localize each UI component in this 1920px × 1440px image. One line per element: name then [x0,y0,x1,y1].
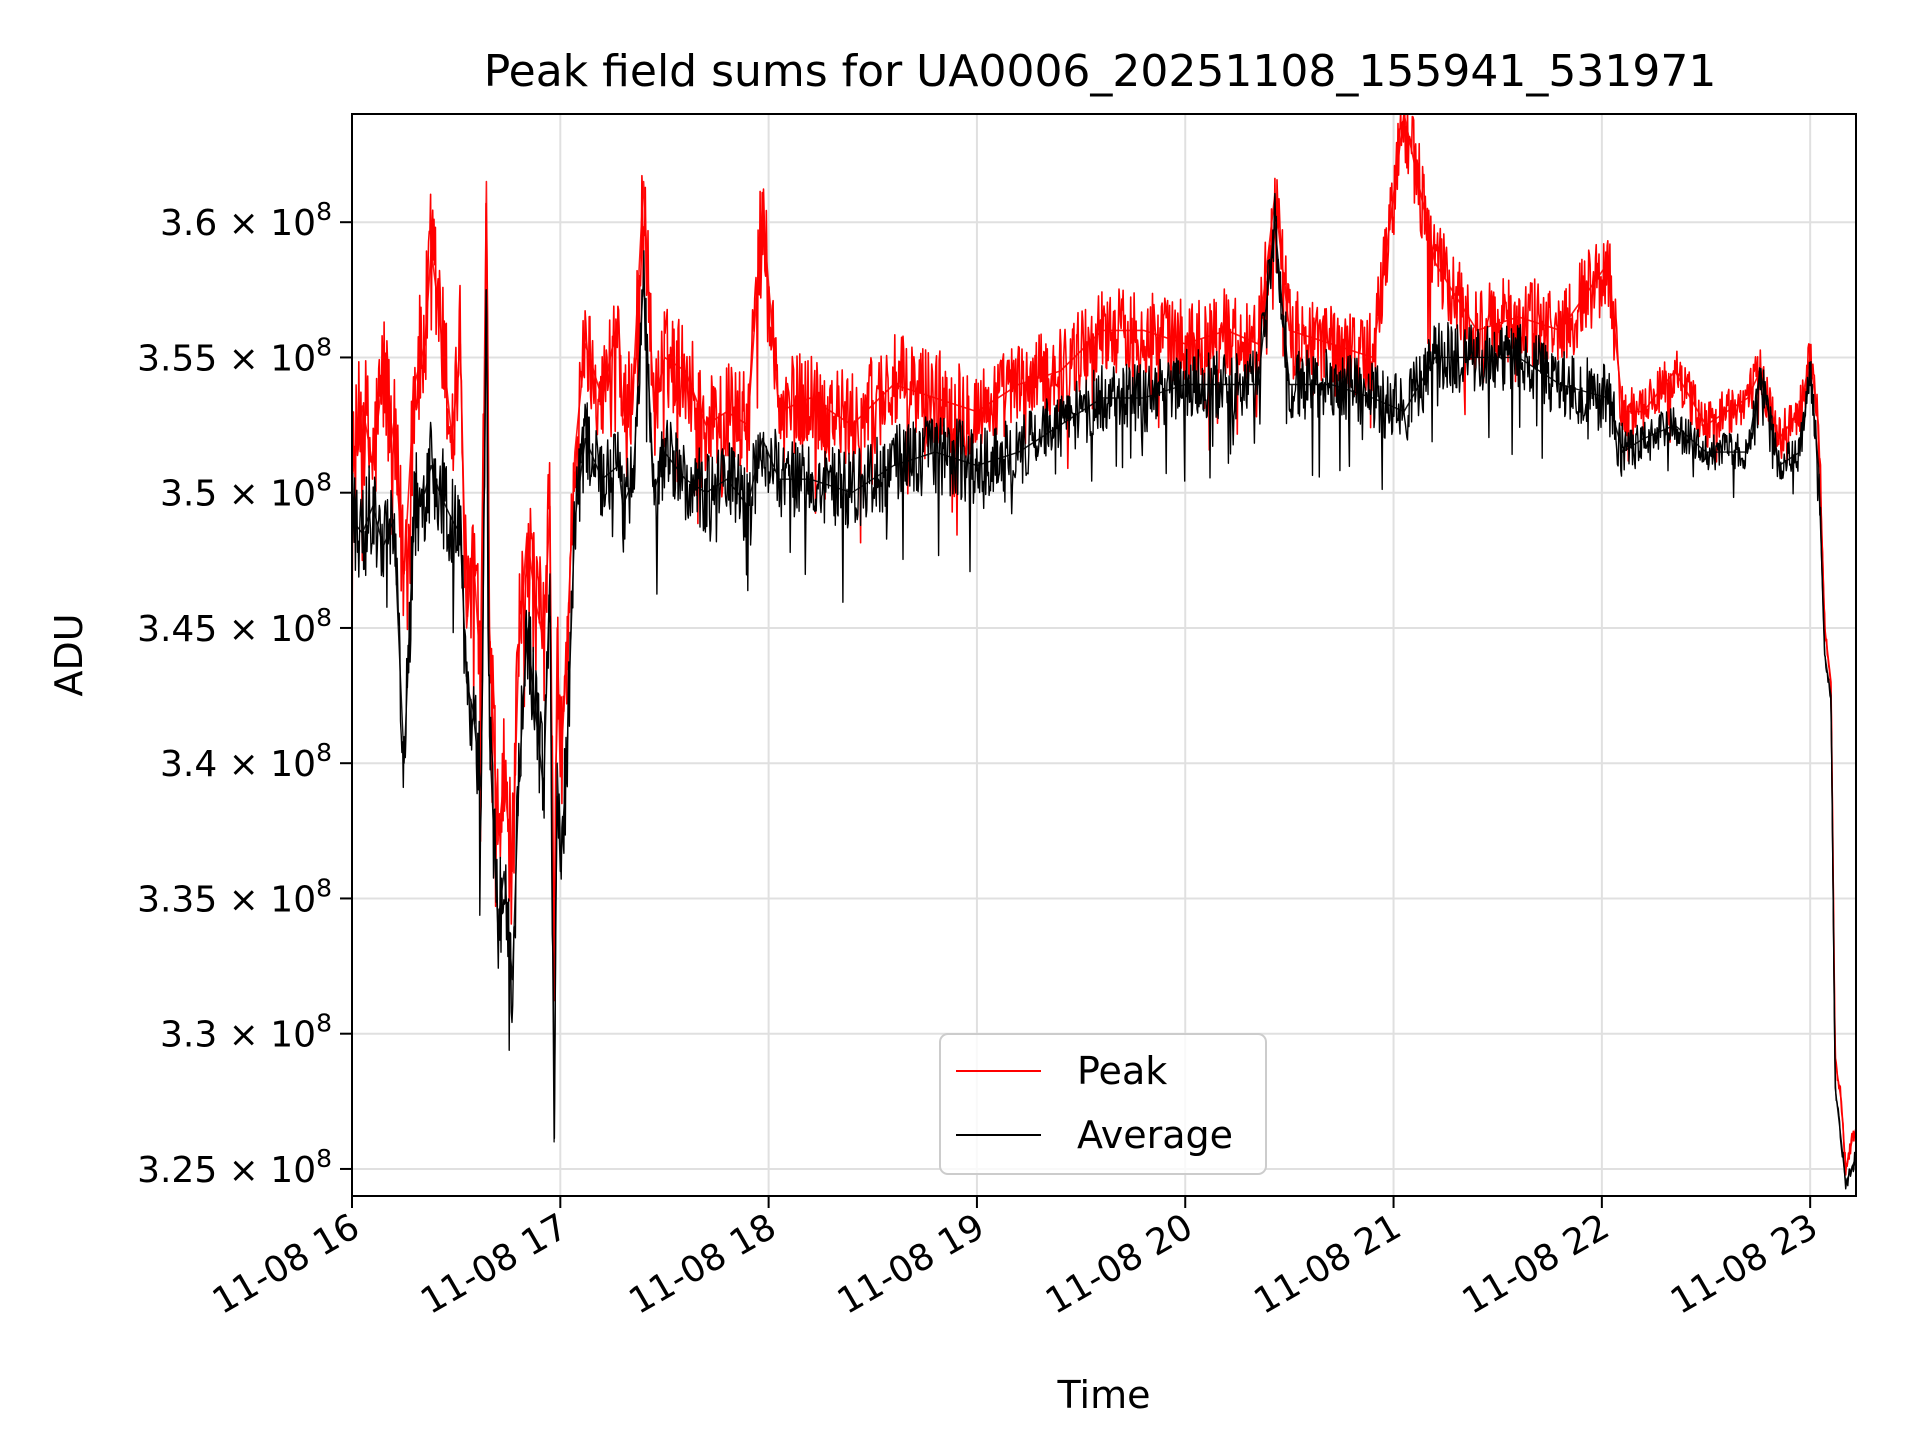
x-tick-label: 11-08 17 [414,1206,575,1322]
y-tick-label: 3.3 × 108 [160,1009,332,1056]
grid-lines [351,114,1856,1196]
x-tick-label: 11-08 19 [831,1206,992,1322]
x-tick-label: 11-08 18 [622,1206,783,1322]
y-tick-label: 3.5 × 108 [160,468,332,515]
chart-title: Peak field sums for UA0006_20251108_1559… [484,46,1717,97]
legend-label-peak: Peak [1077,1049,1167,1093]
series-keypoints-average [352,221,1856,1184]
x-axis-label: Time [1057,1373,1151,1417]
x-axis-ticks: 11-08 16 11-08 17 11-08 18 11-08 19 11-08 20… [206,1196,1825,1323]
y-axis-ticks: 3.25 × 108 3.3 × 108 3.35 × 108 3.4 × 108 3.… [137,197,352,1191]
y-axis-label: ADU [47,613,91,696]
y-tick-label: 3.45 × 108 [137,603,332,650]
x-tick-label: 11-08 20 [1039,1206,1200,1322]
series-line-average [352,192,1856,1190]
y-tick-label: 3.4 × 108 [160,738,332,785]
y-tick-label: 3.6 × 108 [160,197,332,244]
plot-frame [351,113,1857,1197]
x-tick-label: 11-08 23 [1664,1206,1825,1322]
y-tick-label: 3.55 × 108 [137,332,332,379]
series-keypoints-peak [352,114,1856,1170]
y-tick-label: 3.35 × 108 [137,873,332,920]
legend: Peak Average [939,1033,1267,1175]
x-tick-label: 11-08 21 [1247,1206,1408,1322]
series-line-peak [352,114,1856,1176]
y-tick-label: 3.25 × 108 [137,1144,332,1191]
series-layer [352,114,1856,1190]
x-tick-label: 11-08 16 [206,1206,367,1322]
x-tick-label: 11-08 22 [1456,1206,1617,1322]
legend-label-average: Average [1077,1113,1233,1157]
legend-box [939,1033,1267,1175]
